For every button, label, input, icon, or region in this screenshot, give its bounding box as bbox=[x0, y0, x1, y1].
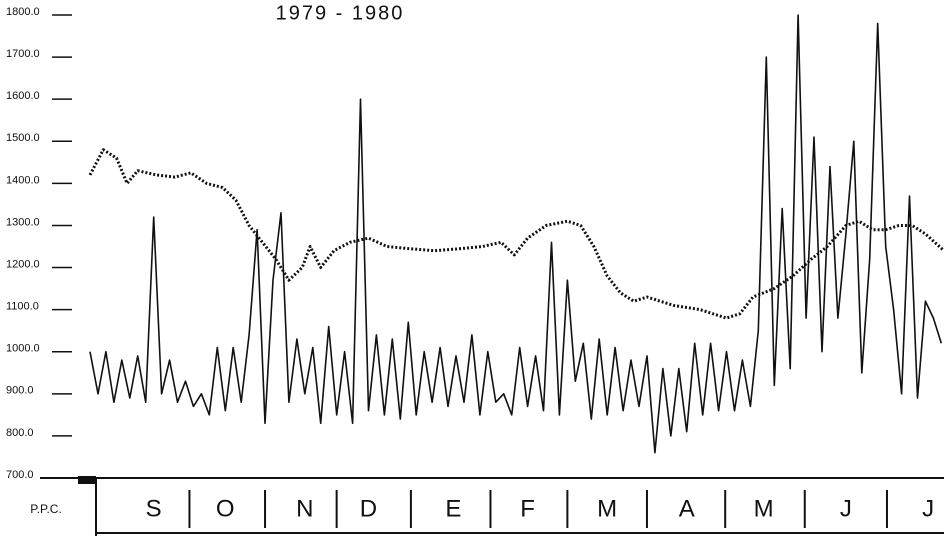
x-tick-label: O bbox=[216, 495, 235, 522]
x-tick-label: E bbox=[445, 495, 461, 522]
x-tick-label: J bbox=[840, 495, 852, 522]
y-tick-label: 900.0 bbox=[6, 385, 34, 397]
axis-corner bbox=[78, 476, 96, 484]
y-tick-label: 700.0 bbox=[6, 469, 34, 481]
chart: 1979 - 1980 P.P.C. 1800.0 1700.0 1600.0 150… bbox=[0, 0, 944, 536]
x-tick-label: F bbox=[520, 495, 535, 522]
y-tick-label: 1200.0 bbox=[6, 258, 40, 270]
x-tick-label: J bbox=[922, 495, 934, 522]
chart-title: 1979 - 1980 bbox=[276, 2, 405, 24]
x-tick-label: A bbox=[679, 495, 695, 522]
y-tick-label: 1400.0 bbox=[6, 174, 40, 186]
y-tick-label: 1100.0 bbox=[6, 301, 39, 313]
x-tick-label: M bbox=[597, 495, 617, 522]
y-tick-label: 1700.0 bbox=[6, 48, 40, 60]
x-tick-label: N bbox=[296, 495, 313, 522]
y-tick-label: 1600.0 bbox=[6, 90, 40, 102]
x-tick-label: S bbox=[146, 495, 162, 522]
y-tick-label: 1300.0 bbox=[6, 216, 40, 228]
x-tick-label: M bbox=[754, 495, 774, 522]
y-axis-label: P.P.C. bbox=[30, 502, 62, 516]
y-tick-label: 1000.0 bbox=[6, 343, 40, 355]
y-tick-label: 800.0 bbox=[6, 427, 34, 439]
x-tick-label: D bbox=[360, 495, 377, 522]
y-tick-label: 1500.0 bbox=[6, 132, 40, 144]
y-tick-label: 1800.0 bbox=[6, 6, 40, 18]
